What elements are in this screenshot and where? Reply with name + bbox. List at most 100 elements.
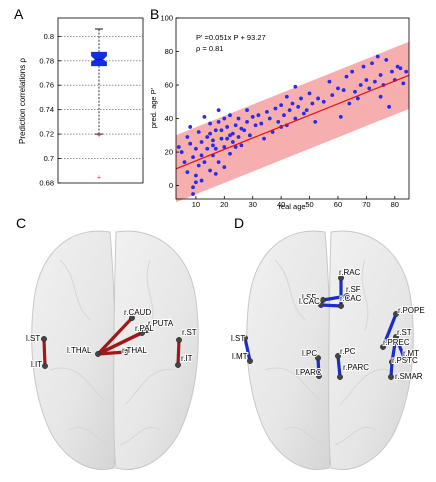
panel-b-point <box>213 128 218 133</box>
panel-b-point <box>211 138 215 143</box>
panel-b-point <box>239 143 244 148</box>
panel-b-point <box>216 160 221 165</box>
panel-c-node-rpal <box>139 330 145 336</box>
panel-b-point <box>310 101 315 106</box>
panel-d-label-rprec: r.PREC <box>383 338 410 347</box>
panel-b-point <box>191 185 195 190</box>
panel-b-regression-line <box>175 74 410 170</box>
panel-b-point <box>253 123 258 128</box>
panel-b-point <box>299 96 303 101</box>
panel-a-letter: A <box>14 6 24 22</box>
panel-d-brain: r.RAC l.SF r.SF l.CAC r.CAC l.ST l.MT l.PC l.PAR… <box>230 230 426 470</box>
panel-b-x-tick-label: 50 <box>305 200 313 209</box>
panel-b-point <box>199 153 204 158</box>
panel-b-point <box>387 104 392 109</box>
panel-b-point <box>211 143 215 148</box>
panel-b-point <box>213 146 218 151</box>
panel-b-point <box>230 140 235 144</box>
panel-d-node-lsf <box>320 297 326 303</box>
panel-c-node-rcaud <box>129 315 135 321</box>
panel-d-label-rmt: r.MT <box>403 349 419 358</box>
panel-b-point <box>199 140 204 144</box>
panel-b-y-axis-label: pred. age P' <box>149 87 158 128</box>
panel-d-label-lparc: l.PARC <box>296 368 322 377</box>
panel-b-point <box>355 96 360 101</box>
panel-c-node-lthal <box>95 351 101 357</box>
panel-a-boxplot: 0.680.70.720.740.760.780.8 ++ Prediction… <box>18 17 144 188</box>
panel-b-point <box>216 108 221 113</box>
panel-c-node-rst <box>176 337 182 343</box>
panel-a-tick-label: 0.78 <box>39 56 54 65</box>
panel-b-point <box>245 120 249 124</box>
panel-c-letter: C <box>16 215 26 231</box>
panel-b-point <box>293 116 298 121</box>
panel-b-point <box>290 101 295 106</box>
panel-d-left-hemisphere <box>246 230 332 470</box>
panel-d-edge-rpope-rprec <box>381 312 398 349</box>
panel-d-node-rpope <box>393 311 399 317</box>
panel-b-point <box>378 94 383 99</box>
panel-c-edges <box>42 316 181 368</box>
panel-a-tick-label: 0.7 <box>44 154 54 163</box>
panel-d-node-lparc <box>316 373 322 379</box>
panel-b-point <box>219 136 224 141</box>
panel-b-x-tick-label: 30 <box>249 200 257 209</box>
panel-d-node-lpc <box>315 355 321 361</box>
panel-b-point <box>350 69 355 74</box>
panel-b-point <box>358 83 363 87</box>
panel-b-point <box>316 96 320 101</box>
panel-b-point <box>233 145 238 149</box>
panel-b-point <box>296 104 301 109</box>
panel-a-outlier: + <box>97 133 101 140</box>
panel-b-point <box>208 121 212 126</box>
panel-a-ticks: 0.68 0.7 0.72 0.74 0.76 0.78 0.8 <box>39 32 61 188</box>
panel-b-point <box>193 173 198 178</box>
panel-b-point <box>293 84 298 89</box>
panel-c-node-lit <box>42 363 48 369</box>
panel-b-point <box>236 135 241 139</box>
panel-b-point <box>233 123 238 128</box>
panel-b-point <box>196 130 201 134</box>
panel-b-point <box>193 146 198 151</box>
panel-d-node-lmt <box>247 358 253 364</box>
panel-b-point <box>205 135 210 139</box>
panel-d-label-rpope: r.POPE <box>398 306 425 315</box>
panel-b-y-tick-label: 100 <box>160 14 173 23</box>
panel-d-edge-rst-rmt <box>394 335 407 362</box>
panel-c-label-rputa: r.PUTA <box>148 319 174 328</box>
panel-b-point <box>373 79 377 84</box>
panel-d-node-rmt <box>402 357 408 363</box>
panel-d-node-rst <box>393 334 399 340</box>
panel-d-node-rrac <box>338 275 344 281</box>
panel-b-point <box>336 86 340 91</box>
panel-d-letter: D <box>234 215 244 231</box>
panel-b-y-tick-label: 20 <box>165 148 173 157</box>
panel-d-node-lcac <box>318 302 324 308</box>
panel-b-point <box>265 109 269 114</box>
panel-d-node-rsf <box>344 293 350 299</box>
panel-d-label-rpstc: r.PSTC <box>392 356 418 365</box>
panel-b-point <box>282 113 286 118</box>
panel-b-point <box>185 135 190 139</box>
panel-d-label-rrac: r.RAC <box>339 268 361 277</box>
panel-b-point <box>301 111 306 116</box>
panel-b-point <box>273 106 278 111</box>
panel-b-point <box>262 136 266 141</box>
panel-b-point <box>367 86 372 91</box>
panel-b-point <box>208 168 212 173</box>
panel-a-outlier: + <box>97 174 101 181</box>
panel-c-label-rst: r.ST <box>182 328 197 337</box>
panel-b-point <box>378 73 383 77</box>
panel-b-x-tick-label: 60 <box>334 200 342 209</box>
panel-b-point <box>188 141 193 146</box>
panel-b-letter: B <box>150 6 159 22</box>
panel-b-point <box>313 120 318 124</box>
panel-b-point <box>375 54 380 59</box>
panel-b-point <box>191 192 195 196</box>
panel-a-tick-label: 0.76 <box>39 81 54 90</box>
panel-b-point <box>353 89 357 94</box>
panel-d-edge-lcac-rcac <box>319 303 343 308</box>
panel-b-point <box>228 133 232 138</box>
panel-b-point <box>327 79 332 84</box>
